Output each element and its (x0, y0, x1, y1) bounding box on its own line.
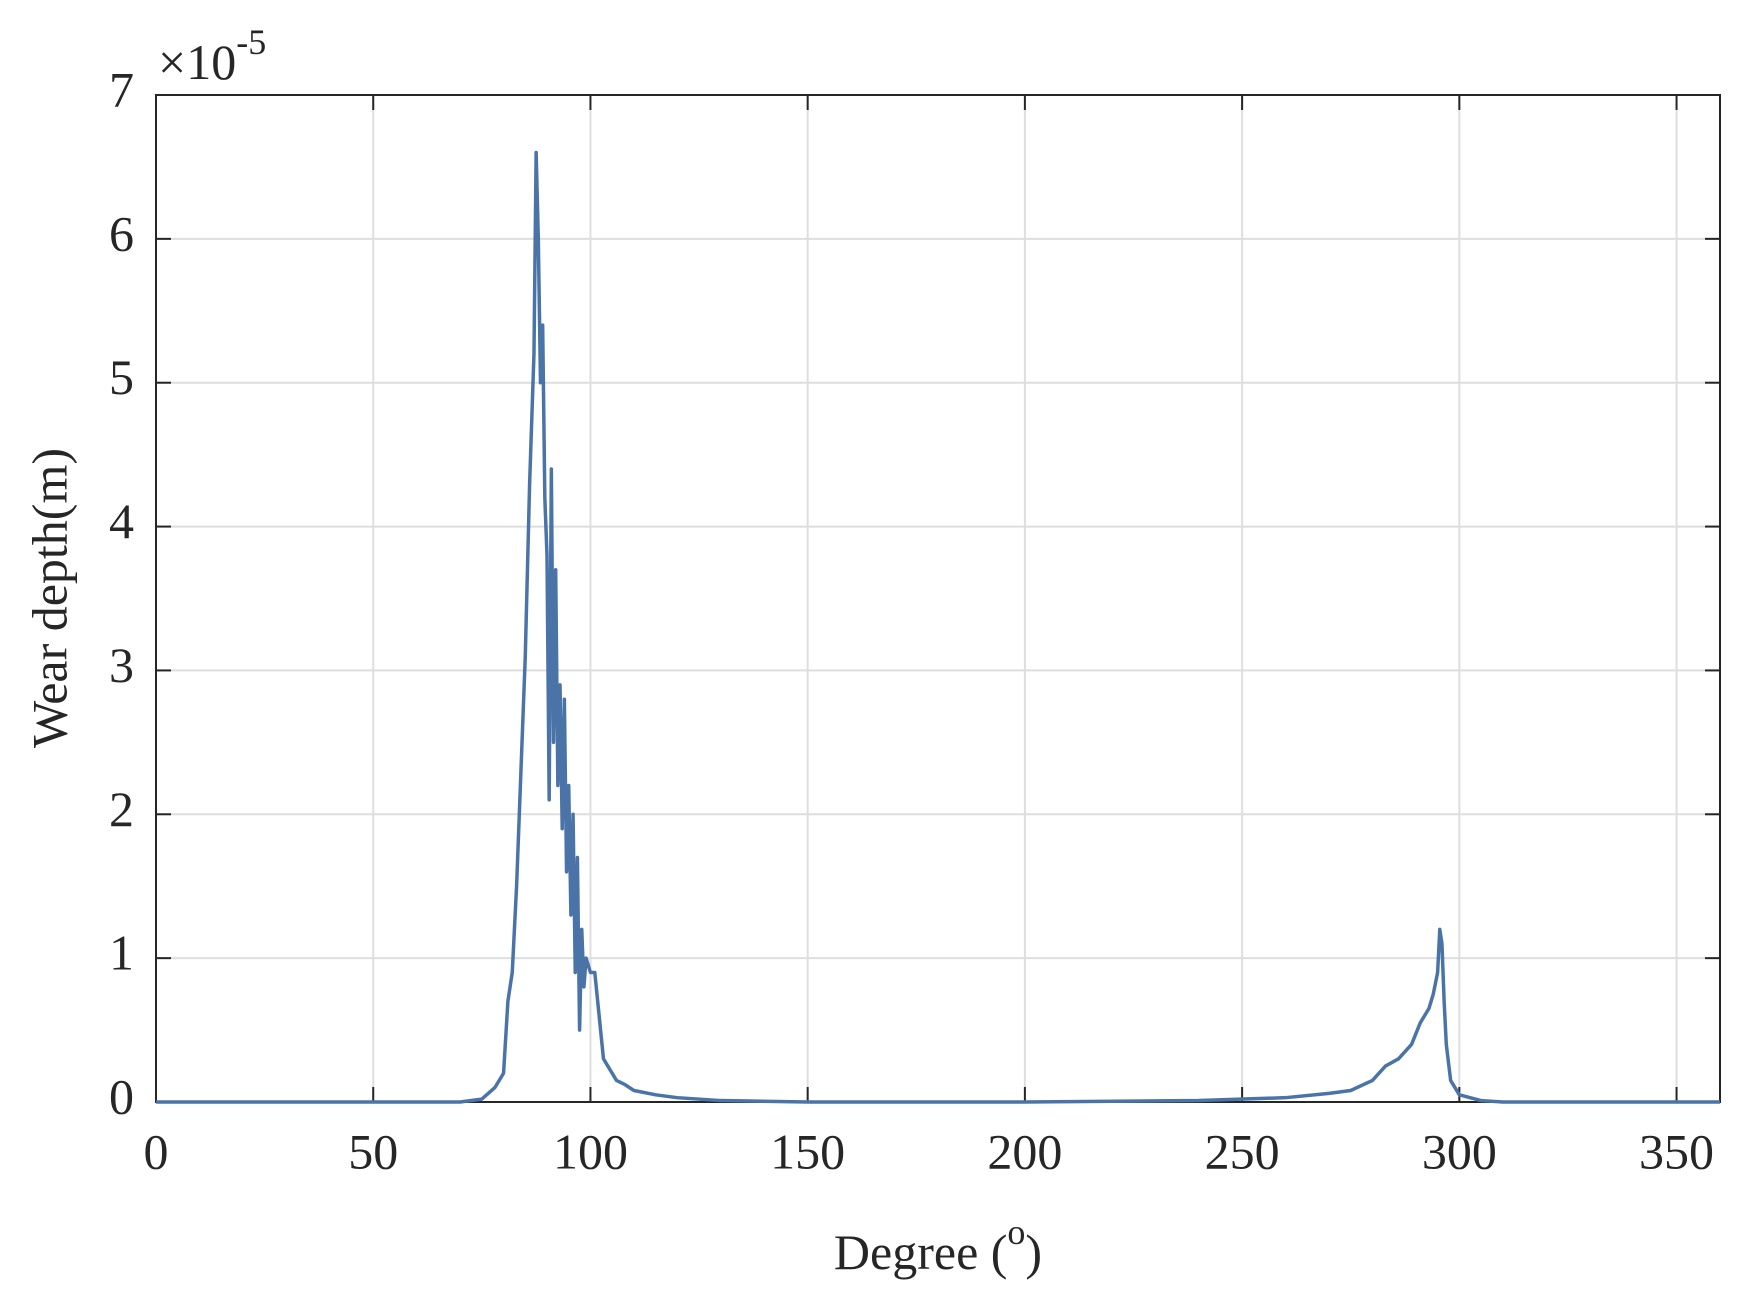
x-label-part: Degree ( (834, 1224, 1008, 1280)
multiplier-base: ×10 (158, 34, 236, 90)
plot-frame (155, 94, 1721, 1103)
x-tick-label: 300 (1422, 1123, 1497, 1179)
x-label-sup: o (1007, 1212, 1025, 1252)
y-tick-label: 6 (109, 205, 134, 261)
y-tick-label: 5 (109, 349, 134, 405)
x-label-part: ) (1025, 1224, 1042, 1280)
x-tick-label: 150 (770, 1123, 845, 1179)
x-tick-label: 350 (1639, 1123, 1714, 1179)
y-axis-label: Wear depth(m) (21, 448, 77, 748)
x-tick-label: 200 (987, 1123, 1062, 1179)
y-tick-label: 3 (109, 637, 134, 693)
y-tick-label: 7 (109, 61, 134, 117)
y-tick-label: 0 (109, 1068, 134, 1124)
y-tick-label: 2 (109, 781, 134, 837)
multiplier-exponent: -5 (236, 22, 266, 62)
x-tick-label: 0 (144, 1123, 169, 1179)
y-tick-label: 1 (109, 925, 134, 981)
x-axis-label: Degree (o) (834, 1212, 1042, 1280)
data-line (156, 150, 1720, 1104)
x-tick-label: 250 (1205, 1123, 1280, 1179)
x-tick-label: 100 (553, 1123, 628, 1179)
x-tick-label: 50 (348, 1123, 398, 1179)
y-multiplier: ×10-5 (158, 22, 266, 90)
y-tick-label: 4 (109, 493, 134, 549)
